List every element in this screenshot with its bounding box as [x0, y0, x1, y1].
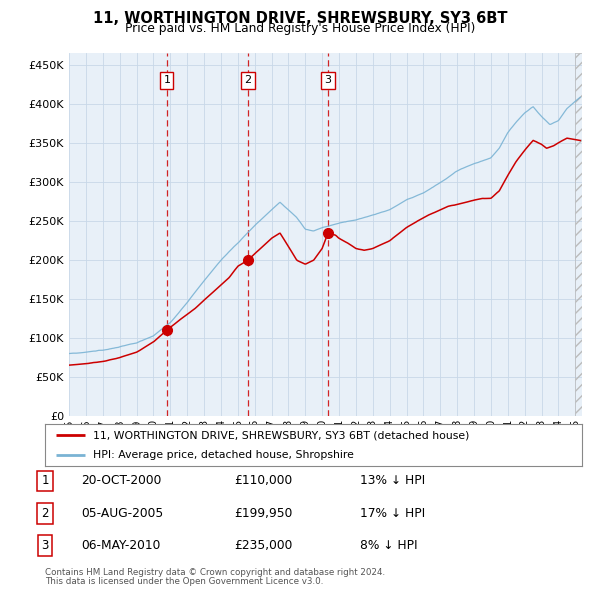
Text: Contains HM Land Registry data © Crown copyright and database right 2024.: Contains HM Land Registry data © Crown c…: [45, 568, 385, 577]
Text: 8% ↓ HPI: 8% ↓ HPI: [360, 539, 418, 552]
Text: 1: 1: [163, 76, 170, 86]
Text: 13% ↓ HPI: 13% ↓ HPI: [360, 474, 425, 487]
Text: 3: 3: [325, 76, 332, 86]
Text: Price paid vs. HM Land Registry's House Price Index (HPI): Price paid vs. HM Land Registry's House …: [125, 22, 475, 35]
Text: 11, WORTHINGTON DRIVE, SHREWSBURY, SY3 6BT: 11, WORTHINGTON DRIVE, SHREWSBURY, SY3 6…: [93, 11, 507, 25]
Text: 2: 2: [41, 507, 49, 520]
Text: 2: 2: [244, 76, 251, 86]
Text: 3: 3: [41, 539, 49, 552]
Text: £235,000: £235,000: [234, 539, 292, 552]
Text: 05-AUG-2005: 05-AUG-2005: [81, 507, 163, 520]
Text: This data is licensed under the Open Government Licence v3.0.: This data is licensed under the Open Gov…: [45, 577, 323, 586]
Text: 20-OCT-2000: 20-OCT-2000: [81, 474, 161, 487]
Text: HPI: Average price, detached house, Shropshire: HPI: Average price, detached house, Shro…: [94, 450, 354, 460]
Text: 11, WORTHINGTON DRIVE, SHREWSBURY, SY3 6BT (detached house): 11, WORTHINGTON DRIVE, SHREWSBURY, SY3 6…: [94, 430, 470, 440]
Text: 1: 1: [41, 474, 49, 487]
Text: £110,000: £110,000: [234, 474, 292, 487]
Text: 06-MAY-2010: 06-MAY-2010: [81, 539, 160, 552]
Text: 17% ↓ HPI: 17% ↓ HPI: [360, 507, 425, 520]
Text: £199,950: £199,950: [234, 507, 292, 520]
